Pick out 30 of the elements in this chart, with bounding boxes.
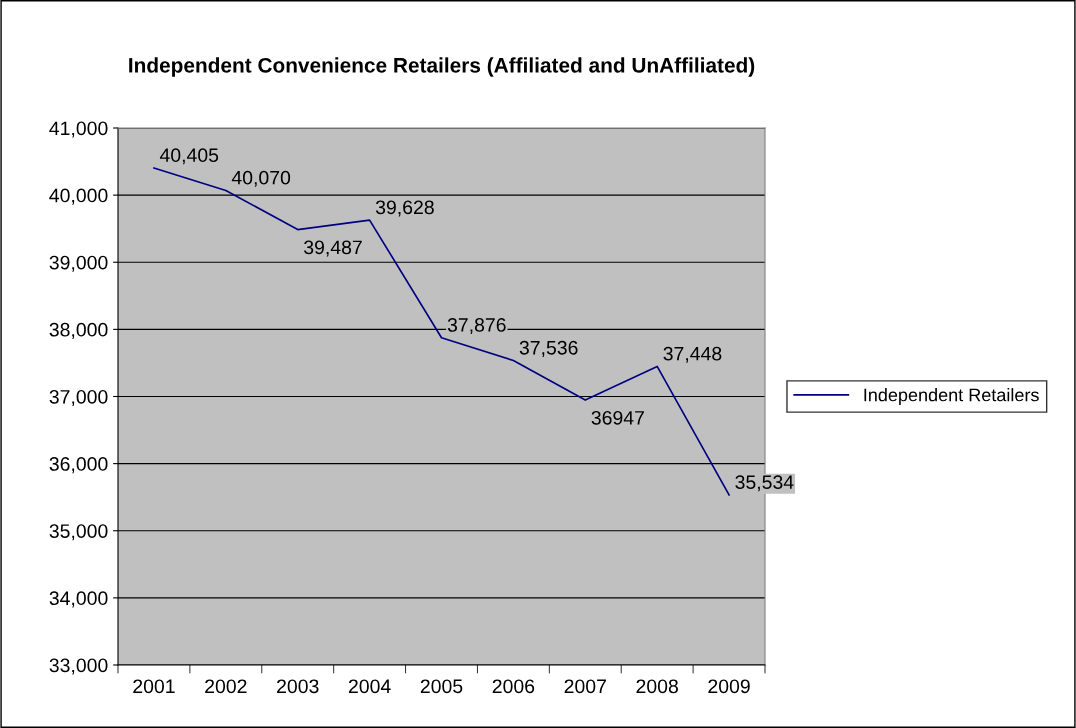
chart-title: Independent Convenience Retailers (Affiliated and UnAffiliated) [129, 57, 755, 77]
data-label: 37,876 [447, 318, 506, 335]
y-tick-label: 40,000 [49, 188, 108, 205]
data-label: 40,070 [231, 170, 291, 187]
y-tick-label: 37,000 [49, 389, 108, 407]
x-tick-label: 2002 [205, 679, 247, 694]
data-label: 39,628 [375, 200, 434, 217]
y-tick-label: 35,000 [49, 524, 108, 541]
legend-label: Independent Retailers [864, 388, 1039, 405]
y-tick-label: 41,000 [49, 121, 108, 138]
x-tick-label: 2001 [133, 679, 175, 694]
data-label: 39,487 [304, 240, 362, 257]
y-tick-label: 39,000 [49, 255, 108, 272]
y-tick-label: 34,000 [49, 591, 108, 608]
data-label: 35,534 [735, 475, 794, 492]
x-tick-label: 2003 [277, 679, 319, 694]
data-label: 37,448 [663, 346, 722, 363]
x-tick-label: 2005 [420, 679, 463, 694]
x-tick-label: 2004 [348, 679, 391, 694]
y-tick-label: 33,000 [49, 658, 108, 675]
y-tick-label: 36,000 [49, 457, 108, 474]
x-tick-label: 2006 [492, 679, 535, 694]
line-series [153, 167, 730, 496]
x-tick-label: 2009 [708, 679, 750, 694]
data-label: 37,536 [519, 340, 578, 357]
data-label: 36947 [591, 410, 644, 425]
y-tick-label: 38,000 [49, 322, 108, 339]
data-label: 40,405 [159, 148, 219, 165]
x-tick-label: 2008 [636, 679, 678, 694]
x-tick-label: 2007 [564, 679, 606, 694]
